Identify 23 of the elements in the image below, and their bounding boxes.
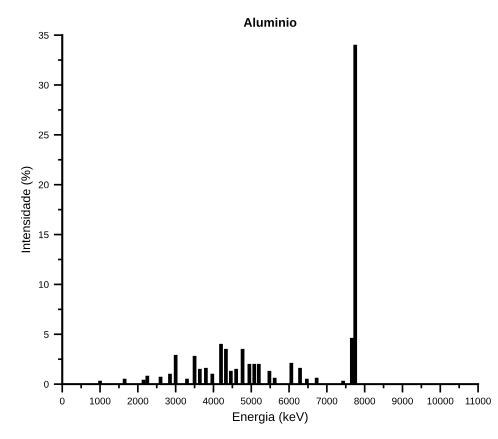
y-tick-label: 15 — [38, 231, 49, 238]
y-axis-title: Intensidade (%) — [21, 166, 33, 252]
chart-title: Aluminio — [244, 18, 296, 27]
x-tick-label: 10000 — [428, 398, 454, 404]
x-axis-title: Energia (keV) — [232, 412, 308, 424]
y-tick-label: 35 — [38, 32, 49, 39]
x-tick-label: 0 — [60, 398, 65, 404]
x-tick-label: 6000 — [278, 398, 300, 404]
x-tick-label: 9000 — [392, 398, 413, 404]
x-tick-label: 2000 — [128, 398, 148, 404]
y-tick-label: 10 — [38, 281, 49, 288]
y-tick-label: 25 — [38, 132, 49, 138]
x-tick-label: 4000 — [202, 398, 224, 404]
x-tick-label: 8000 — [354, 398, 376, 404]
x-tick-label: 1000 — [90, 398, 110, 404]
y-tick-label: 20 — [38, 181, 49, 188]
x-tick-label: 5000 — [240, 398, 262, 404]
y-tick-label: 0 — [44, 380, 49, 388]
x-tick-label: 3000 — [165, 398, 186, 404]
x-tick-label: 7000 — [316, 398, 338, 404]
y-tick-label: 30 — [38, 82, 49, 89]
y-tick-label: 5 — [44, 331, 49, 338]
x-tick-label: 11000 — [466, 398, 491, 404]
